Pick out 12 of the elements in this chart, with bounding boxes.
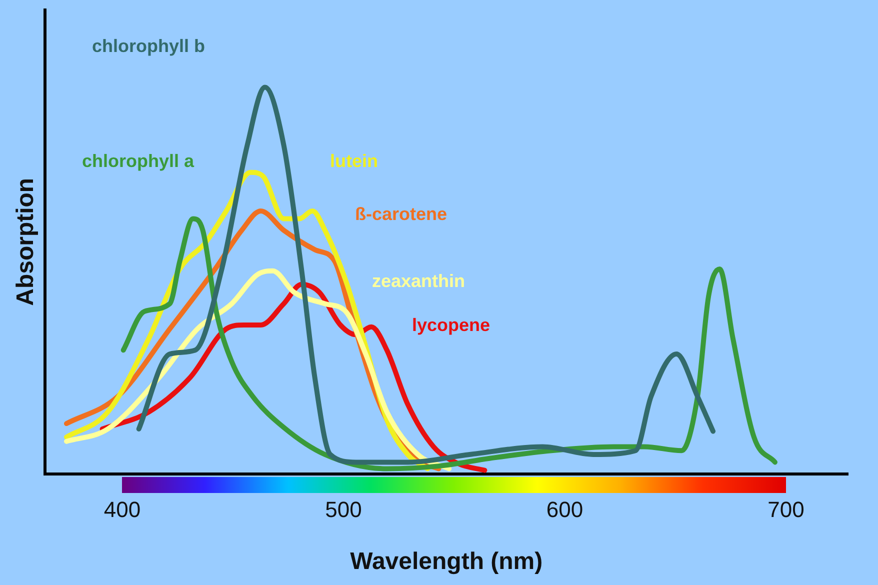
x-tick-label: 700: [768, 497, 804, 522]
text: chlorophyll a: [82, 150, 196, 171]
text: ß-carotene: [355, 204, 448, 224]
y-axis-title: Absorption: [12, 178, 40, 306]
text: lutein: [330, 150, 378, 171]
x-tick-label: 400: [104, 497, 141, 522]
x-tick-label: 500: [325, 497, 362, 522]
text: chlorophyll b: [92, 36, 206, 56]
x-tick-label: 600: [546, 497, 584, 522]
series-label: lycopene: [412, 314, 490, 335]
series-label: zeaxanthin: [372, 270, 466, 291]
x-axis-title: Wavelength (nm): [350, 548, 543, 576]
